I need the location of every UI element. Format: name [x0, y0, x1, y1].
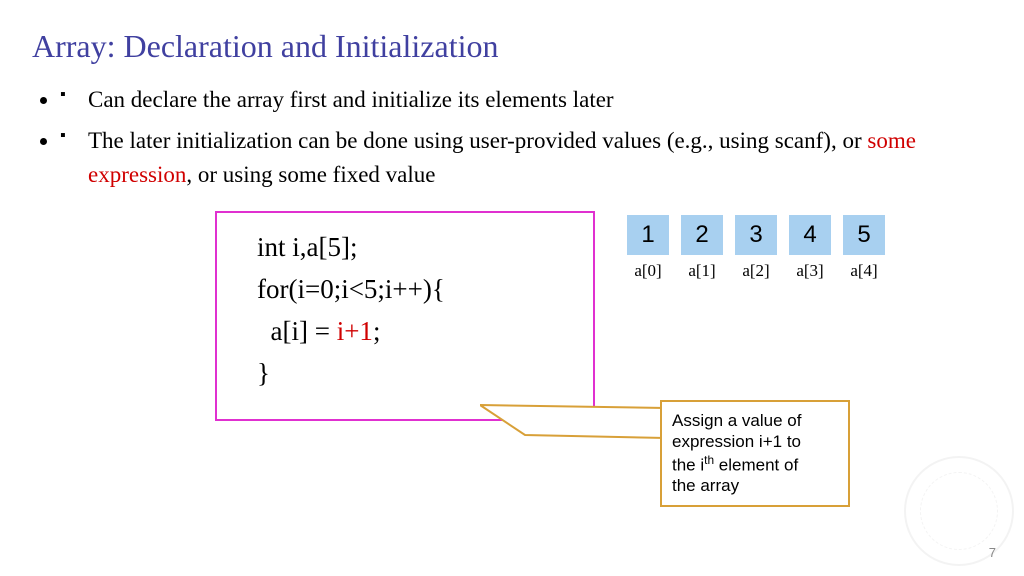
page-number: 7: [989, 545, 996, 560]
code-line: for(i=0;i<5;i++){: [257, 269, 593, 311]
callout-line: the ith element of: [672, 453, 838, 476]
watermark-seal: [904, 456, 1014, 566]
array-cell-label: a[3]: [796, 261, 823, 281]
slide-title: Array: Declaration and Initialization: [0, 0, 1024, 65]
bullet-text: Can declare the array first and initiali…: [88, 87, 614, 112]
array-cell-col: 5 a[4]: [843, 215, 885, 281]
callout-line: Assign a value of: [672, 410, 838, 431]
array-cell: 4: [789, 215, 831, 255]
array-cell-col: 3 a[2]: [735, 215, 777, 281]
array-cell-label: a[2]: [742, 261, 769, 281]
code-line: }: [257, 353, 593, 395]
code-line: int i,a[5];: [257, 227, 593, 269]
array-cell-col: 2 a[1]: [681, 215, 723, 281]
array-cell: 5: [843, 215, 885, 255]
array-visualization: 1 a[0] 2 a[1] 3 a[2] 4 a[3] 5 a[4]: [627, 211, 885, 281]
bullet-item: The later initialization can be done usi…: [60, 124, 988, 191]
callout-line: expression i+1 to: [672, 431, 838, 452]
array-cell-label: a[0]: [634, 261, 661, 281]
array-cell: 2: [681, 215, 723, 255]
bullet-list: Can declare the array first and initiali…: [0, 65, 1024, 191]
code-line: a[i] = i+1;: [257, 311, 593, 353]
bullet-text-pre: The later initialization can be done usi…: [88, 128, 867, 153]
bullet-item: Can declare the array first and initiali…: [60, 83, 988, 116]
code-box: int i,a[5]; for(i=0;i<5;i++){ a[i] = i+1…: [215, 211, 595, 421]
content-row: int i,a[5]; for(i=0;i<5;i++){ a[i] = i+1…: [0, 199, 1024, 421]
array-cell: 3: [735, 215, 777, 255]
callout-box: Assign a value of expression i+1 to the …: [660, 400, 850, 507]
array-cell-label: a[1]: [688, 261, 715, 281]
bullet-text-post: , or using some fixed value: [186, 162, 435, 187]
array-cell-col: 1 a[0]: [627, 215, 669, 281]
array-cell-label: a[4]: [850, 261, 877, 281]
array-cell-col: 4 a[3]: [789, 215, 831, 281]
callout-line: the array: [672, 475, 838, 496]
array-cell: 1: [627, 215, 669, 255]
